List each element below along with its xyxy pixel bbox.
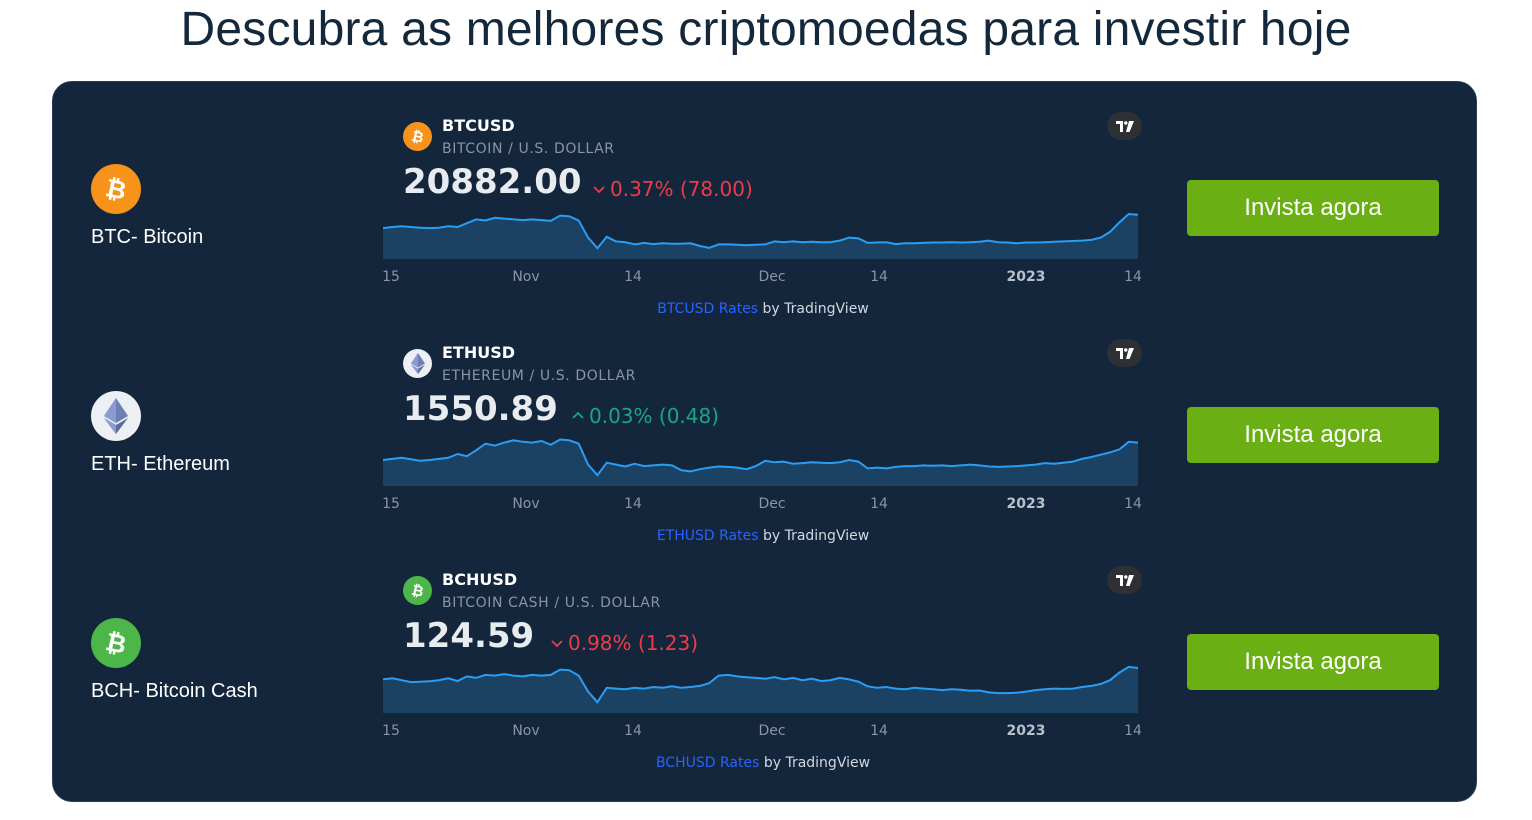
price-sparkline[interactable] [383, 207, 1143, 267]
widget-bitcoin-cash-icon: ₿ [403, 576, 432, 605]
widget-change-value: 0.98% (1.23) [568, 631, 699, 655]
crypto-row-btcusd: ₿ BTC- Bitcoin ₿ BTCUSD BITCOIN / U.S. D… [53, 82, 1478, 317]
axis-tick-label: 14 [870, 723, 888, 739]
widget-attribution: ETHUSD Rates by TradingView [383, 528, 1143, 544]
widget-symbol[interactable]: BCHUSD [442, 570, 518, 589]
widget-description: BITCOIN / U.S. DOLLAR [442, 141, 615, 157]
widget-price: 1550.89 [403, 389, 558, 429]
widget-description: BITCOIN CASH / U.S. DOLLAR [442, 595, 661, 611]
chevron-up-icon [572, 412, 584, 419]
sparkline-area [383, 666, 1138, 713]
axis-tick-label: Dec [758, 269, 786, 285]
axis-tick-label: 14 [624, 269, 642, 285]
rates-link[interactable]: ETHUSD Rates [656, 528, 759, 544]
sparkline-area [383, 439, 1138, 486]
widget-change: 0.37% (78.00) [593, 177, 753, 201]
widget-ethereum-icon [403, 349, 432, 378]
tradingview-widget[interactable]: ₿ BCHUSD BITCOIN CASH / U.S. DOLLAR 124.… [382, 566, 1143, 771]
sparkline-line [383, 665, 1139, 704]
widget-attribution: BCHUSD Rates by TradingView [383, 755, 1143, 771]
svg-text:₿: ₿ [103, 628, 129, 658]
bitcoin-icon: ₿ [91, 164, 141, 214]
sparkline-area [383, 214, 1138, 259]
coin-name: BTC- Bitcoin [91, 226, 204, 248]
axis-tick-label: 15 [382, 723, 400, 739]
widget-symbol[interactable]: BTCUSD [442, 116, 515, 135]
svg-text:₿: ₿ [410, 582, 425, 599]
tradingview-logo-icon[interactable] [1107, 112, 1142, 140]
widget-price: 20882.00 [403, 162, 582, 202]
axis-tick-label: 14 [624, 496, 642, 512]
widget-change: 0.03% (0.48) [572, 404, 719, 428]
axis-tick-label: 14 [870, 496, 888, 512]
crypto-row-ethusd: ETH- Ethereum ETHUSD ETHEREUM / U.S. DOL… [53, 309, 1478, 544]
axis-tick-label: Dec [758, 496, 786, 512]
axis-tick-label: Nov [512, 723, 540, 739]
widget-bitcoin-icon: ₿ [403, 122, 432, 151]
price-sparkline[interactable] [383, 661, 1143, 721]
invest-now-button[interactable]: Invista agora [1187, 180, 1439, 236]
chevron-down-icon [551, 640, 563, 647]
attribution-text: by TradingView [759, 755, 871, 771]
invest-now-button[interactable]: Invista agora [1187, 634, 1439, 690]
svg-text:₿: ₿ [410, 128, 425, 145]
attribution-text: by TradingView [758, 301, 869, 317]
crypto-row-bchusd: ₿ BCH- Bitcoin Cash ₿ BCHUSD BITCOIN CAS… [53, 536, 1478, 771]
crypto-panel: ₿ BTC- Bitcoin ₿ BTCUSD BITCOIN / U.S. D… [52, 81, 1477, 802]
axis-tick-label: 2023 [1006, 496, 1046, 512]
rates-link[interactable]: BTCUSD Rates [657, 301, 759, 317]
axis-tick-label: 14 [624, 723, 642, 739]
sparkline-line [383, 212, 1139, 250]
axis-tick-label: Dec [758, 723, 786, 739]
page-title: Descubra as melhores criptomoedas para i… [180, 3, 1352, 56]
attribution-text: by TradingView [758, 528, 870, 544]
widget-description: ETHEREUM / U.S. DOLLAR [442, 368, 636, 384]
tradingview-widget[interactable]: ₿ BTCUSD BITCOIN / U.S. DOLLAR 20882.00 … [382, 112, 1143, 317]
tradingview-logo-icon[interactable] [1107, 566, 1142, 594]
axis-tick-label: 14 [1124, 496, 1142, 512]
widget-attribution: BTCUSD Rates by TradingView [383, 301, 1143, 317]
sparkline-line [383, 438, 1139, 477]
axis-tick-label: 14 [870, 269, 888, 285]
axis-tick-label: Nov [512, 496, 540, 512]
ethereum-icon [91, 391, 141, 441]
axis-tick-label: Nov [512, 269, 540, 285]
widget-change-value: 0.37% (78.00) [610, 177, 753, 201]
coin-name: ETH- Ethereum [91, 453, 230, 475]
price-sparkline[interactable] [383, 434, 1143, 494]
chevron-down-icon [593, 186, 605, 193]
widget-price: 124.59 [403, 616, 535, 656]
coin-name: BCH- Bitcoin Cash [91, 680, 258, 702]
axis-tick-label: 2023 [1006, 269, 1046, 285]
axis-tick-label: 14 [1124, 723, 1142, 739]
invest-now-button[interactable]: Invista agora [1187, 407, 1439, 463]
tradingview-logo-icon[interactable] [1107, 339, 1142, 367]
bitcoin-cash-icon: ₿ [91, 618, 141, 668]
widget-change: 0.98% (1.23) [551, 631, 698, 655]
axis-tick-label: 15 [382, 496, 400, 512]
tradingview-widget[interactable]: ETHUSD ETHEREUM / U.S. DOLLAR 1550.89 0.… [382, 339, 1143, 544]
widget-change-value: 0.03% (0.48) [589, 404, 720, 428]
svg-text:₿: ₿ [103, 174, 129, 204]
axis-tick-label: 15 [382, 269, 400, 285]
rates-link[interactable]: BCHUSD Rates [655, 755, 760, 771]
axis-tick-label: 14 [1124, 269, 1142, 285]
axis-tick-label: 2023 [1006, 723, 1046, 739]
widget-symbol[interactable]: ETHUSD [442, 343, 516, 362]
